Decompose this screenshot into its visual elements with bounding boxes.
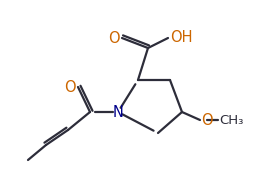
Text: CH₃: CH₃ — [219, 113, 243, 127]
Text: O: O — [201, 112, 213, 127]
Text: O: O — [108, 30, 120, 45]
Text: OH: OH — [170, 30, 192, 45]
Text: O: O — [64, 79, 76, 95]
Text: N: N — [113, 105, 123, 120]
